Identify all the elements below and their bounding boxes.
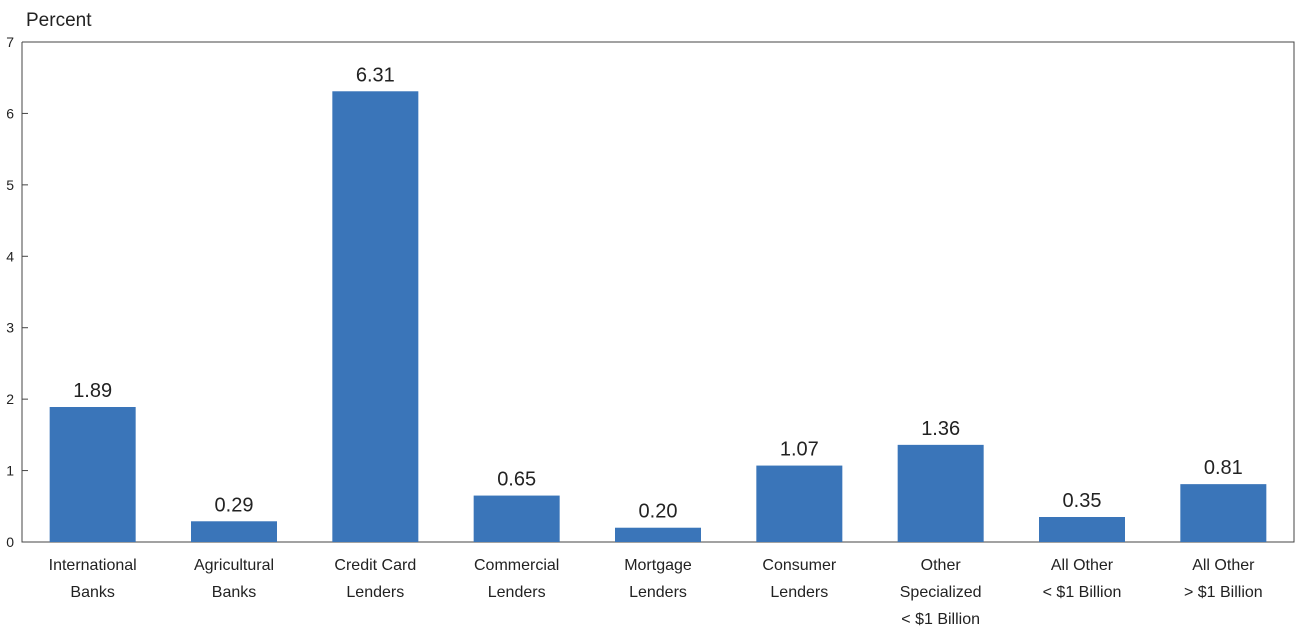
data-label: 0.20 [639, 501, 678, 523]
x-tick-label: Other Specialized < $1 Billion [900, 557, 982, 628]
x-tick-label: All Other > $1 Billion [1184, 557, 1263, 601]
data-label: 0.29 [215, 494, 254, 516]
bar [473, 495, 560, 542]
bar [615, 527, 701, 542]
y-axis-title: Percent [26, 10, 92, 31]
data-label: 1.07 [780, 439, 819, 461]
x-tick-label: International Banks [49, 557, 137, 601]
data-label: 0.35 [1063, 490, 1102, 512]
y-tick-label: 1 [6, 463, 14, 479]
y-tick-label: 5 [6, 177, 14, 193]
data-label: 6.31 [356, 64, 395, 86]
y-tick-label: 6 [6, 105, 14, 121]
bar [756, 465, 843, 542]
bar [1180, 484, 1267, 542]
plot-frame [21, 41, 1295, 543]
data-label: 1.89 [73, 380, 112, 402]
y-tick-label: 7 [6, 34, 14, 50]
x-tick-label: Commercial Lenders [474, 557, 559, 601]
x-tick-label: Mortgage Lenders [624, 557, 692, 601]
bar [1039, 517, 1125, 542]
data-label: 0.65 [497, 469, 536, 491]
bar [332, 91, 419, 543]
plot-area: 0 1 2 3 4 5 6 7 1.89 International Banks 0.29 Agricu… [6, 34, 1295, 628]
x-tick-label: Agricultural Banks [194, 557, 274, 601]
y-tick-label: 0 [6, 534, 14, 550]
y-tick-label: 3 [6, 320, 14, 336]
bar [49, 407, 136, 542]
data-label: 1.36 [921, 418, 960, 440]
x-tick-label: All Other < $1 Billion [1043, 557, 1122, 601]
y-tick-label: 4 [6, 248, 14, 264]
data-label: 0.81 [1204, 457, 1243, 479]
bar [897, 444, 984, 542]
x-tick-label: Consumer Lenders [762, 557, 836, 601]
y-tick-label: 2 [6, 391, 14, 407]
bar [191, 521, 277, 542]
x-tick-label: Credit Card Lenders [334, 557, 416, 601]
